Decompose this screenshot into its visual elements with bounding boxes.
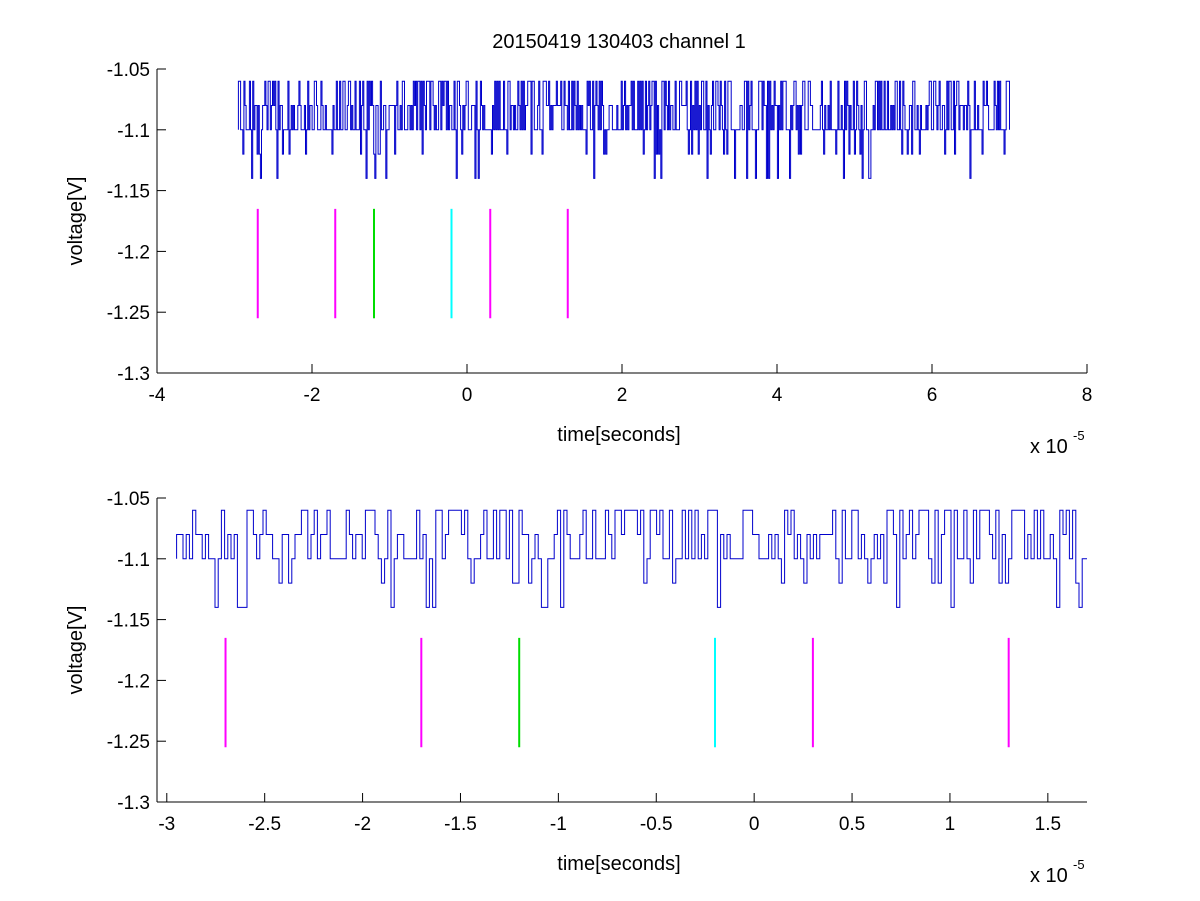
- x-tick-label: 1: [945, 814, 956, 835]
- bottom-plot: -3 -2.5 -2 -1.5 -1 -0.5 0 0.5 1 1.5 -1.05 -1.1 -1.15…: [65, 489, 1087, 887]
- y-tick-label: -1.15: [107, 611, 150, 632]
- y-tick-label: -1.1: [117, 550, 150, 571]
- x-tick-label: -2: [354, 814, 371, 835]
- y-tick-label: -1.1: [117, 121, 150, 142]
- y-tick-label: -1.3: [117, 364, 150, 385]
- y-tick-label: -1.2: [117, 671, 150, 692]
- y-tick-label: -1.3: [117, 793, 150, 814]
- x-multiplier-label: x 10: [1030, 865, 1068, 887]
- y-tick-label: -1.25: [107, 732, 150, 753]
- x-tick-label: -2: [304, 385, 321, 406]
- x-tick-label: -2.5: [248, 814, 281, 835]
- top-plot: -4 -2 0 2 4 6 8 -1.05 -1.1 -1.15 -1.2 -1.25 -1.3 time…: [65, 60, 1092, 458]
- x-tick-label: 8: [1082, 385, 1093, 406]
- x-tick-label: 1.5: [1035, 814, 1061, 835]
- x-tick-label: -0.5: [640, 814, 673, 835]
- chart-title: 20150419 130403 channel 1: [492, 31, 746, 53]
- signal-trace: [237, 80, 1010, 179]
- x-tick-label: -1.5: [444, 814, 477, 835]
- y-tick-label: -1.25: [107, 303, 150, 324]
- x-axis-label: time[seconds]: [557, 853, 680, 875]
- y-axis-label: voltage[V]: [65, 177, 87, 266]
- x-tick-label: 4: [772, 385, 783, 406]
- x-tick-label: 0: [749, 814, 760, 835]
- x-multiplier-exponent: -5: [1073, 428, 1085, 443]
- x-tick-label: 0.5: [839, 814, 865, 835]
- y-axis-label: voltage[V]: [65, 606, 87, 695]
- y-tick-label: -1.05: [107, 60, 150, 81]
- x-tick-label: -1: [550, 814, 567, 835]
- signal-trace: [176, 509, 1087, 608]
- x-tick-label: 0: [462, 385, 473, 406]
- y-tick-label: -1.15: [107, 182, 150, 203]
- y-tick-label: -1.2: [117, 242, 150, 263]
- x-tick-label: -4: [149, 385, 166, 406]
- x-tick-label: -3: [158, 814, 175, 835]
- x-multiplier-exponent: -5: [1073, 857, 1085, 872]
- x-tick-label: 2: [617, 385, 628, 406]
- y-tick-label: -1.05: [107, 489, 150, 510]
- x-tick-label: 6: [927, 385, 938, 406]
- x-multiplier-label: x 10: [1030, 436, 1068, 458]
- x-axis-label: time[seconds]: [557, 424, 680, 446]
